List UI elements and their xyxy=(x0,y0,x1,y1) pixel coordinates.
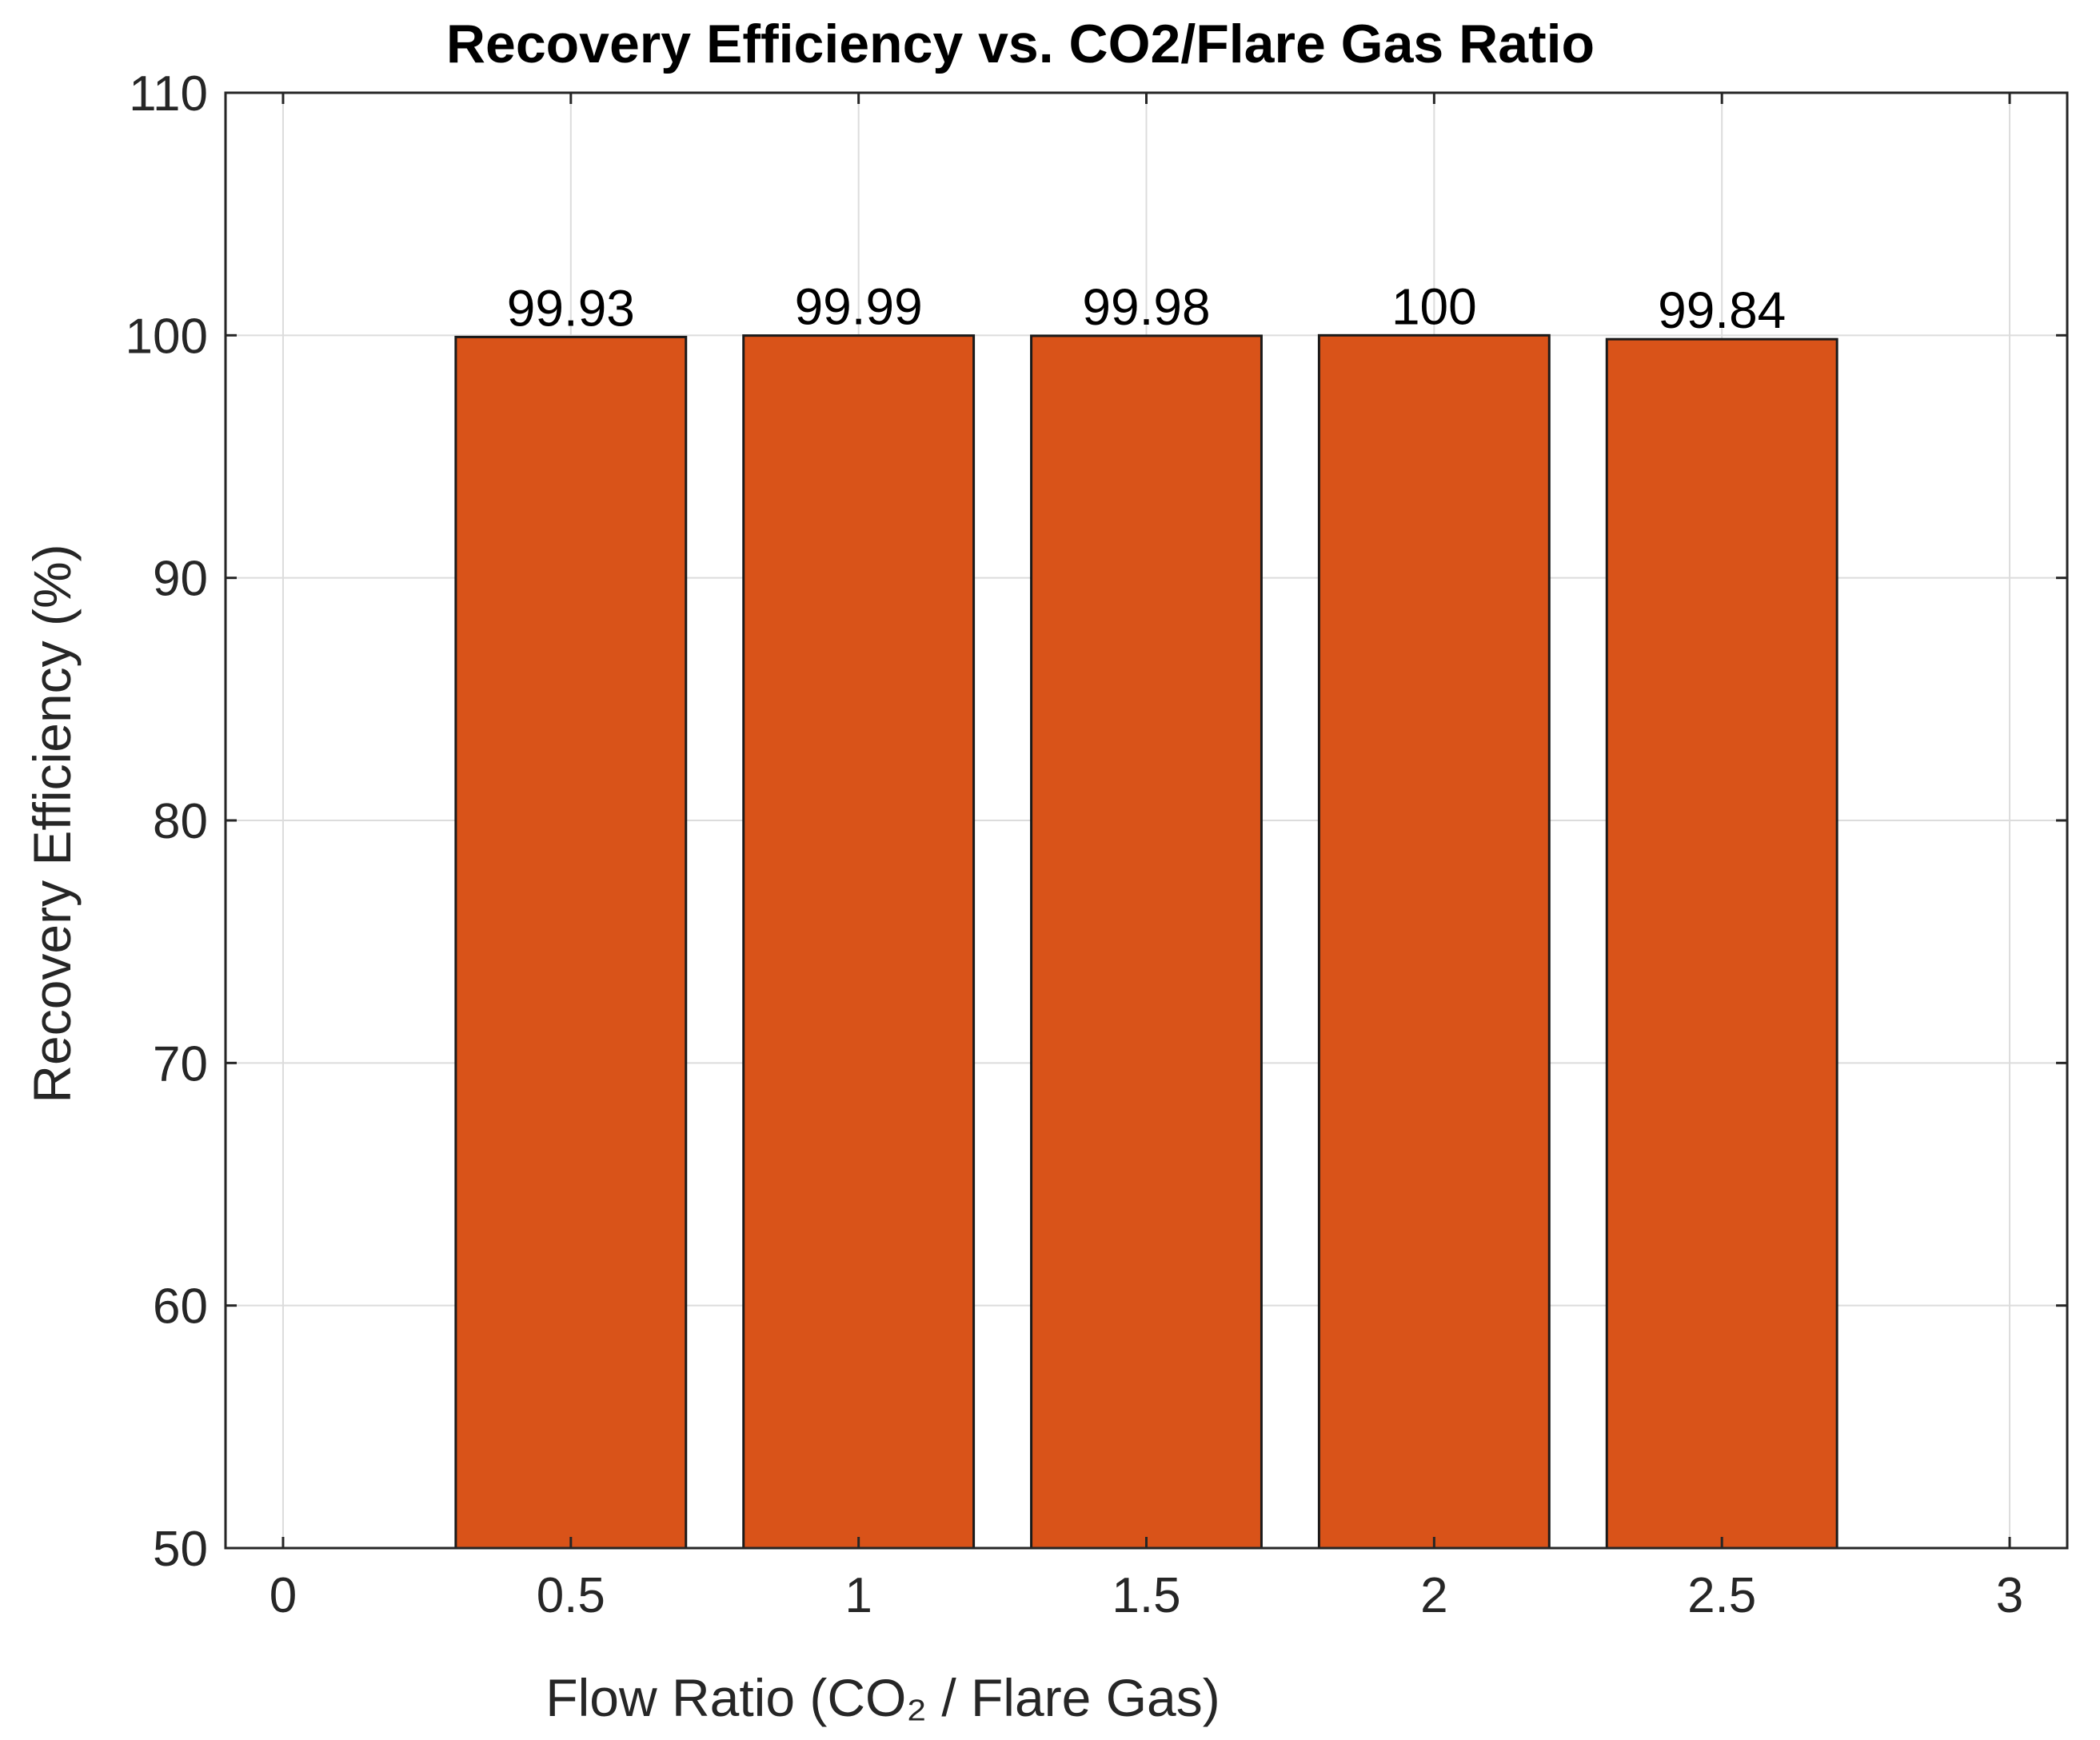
bar-data-label: 99.93 xyxy=(507,279,635,337)
y-tick-label: 110 xyxy=(129,66,208,122)
x-tick-label: 3 xyxy=(1996,1568,2023,1623)
y-tick-label: 70 xyxy=(153,1036,208,1091)
x-axis-label: Flow Ratio (CO₂ / Flare Gas) xyxy=(545,1668,1220,1727)
y-axis-label: Recovery Efficiency (%) xyxy=(22,544,82,1103)
data-labels: 99.93 99.99 99.98 100 99.84 xyxy=(507,277,1787,339)
y-tick-label: 50 xyxy=(153,1522,208,1577)
bar-data-label: 99.98 xyxy=(1082,278,1210,336)
y-tick-label: 90 xyxy=(153,552,208,607)
y-tick-label: 80 xyxy=(153,794,208,849)
axis-ticks: 0 0.5 1 1.5 2 2.5 3 50 60 70 80 90 100 110 xyxy=(126,66,2067,1623)
bar xyxy=(1605,337,1838,1550)
x-tick-label: 0.5 xyxy=(537,1568,605,1623)
bar-data-label: 99.84 xyxy=(1658,281,1786,339)
y-tick-label: 100 xyxy=(126,309,208,364)
bars xyxy=(454,333,1838,1550)
chart-title: Recovery Efficiency vs. CO2/Flare Gas Ra… xyxy=(446,14,1595,74)
bar xyxy=(1030,334,1263,1550)
bar-data-label: 99.99 xyxy=(795,278,923,336)
x-tick-label: 2.5 xyxy=(1687,1568,1756,1623)
bar xyxy=(742,334,976,1550)
bar-data-label: 100 xyxy=(1391,277,1477,335)
bar xyxy=(1317,333,1551,1550)
x-tick-label: 0 xyxy=(269,1568,297,1623)
bar xyxy=(454,335,688,1550)
x-tick-label: 1.5 xyxy=(1112,1568,1180,1623)
x-tick-label: 1 xyxy=(844,1568,872,1623)
y-tick-label: 60 xyxy=(153,1279,208,1335)
x-tick-label: 2 xyxy=(1420,1568,1447,1623)
